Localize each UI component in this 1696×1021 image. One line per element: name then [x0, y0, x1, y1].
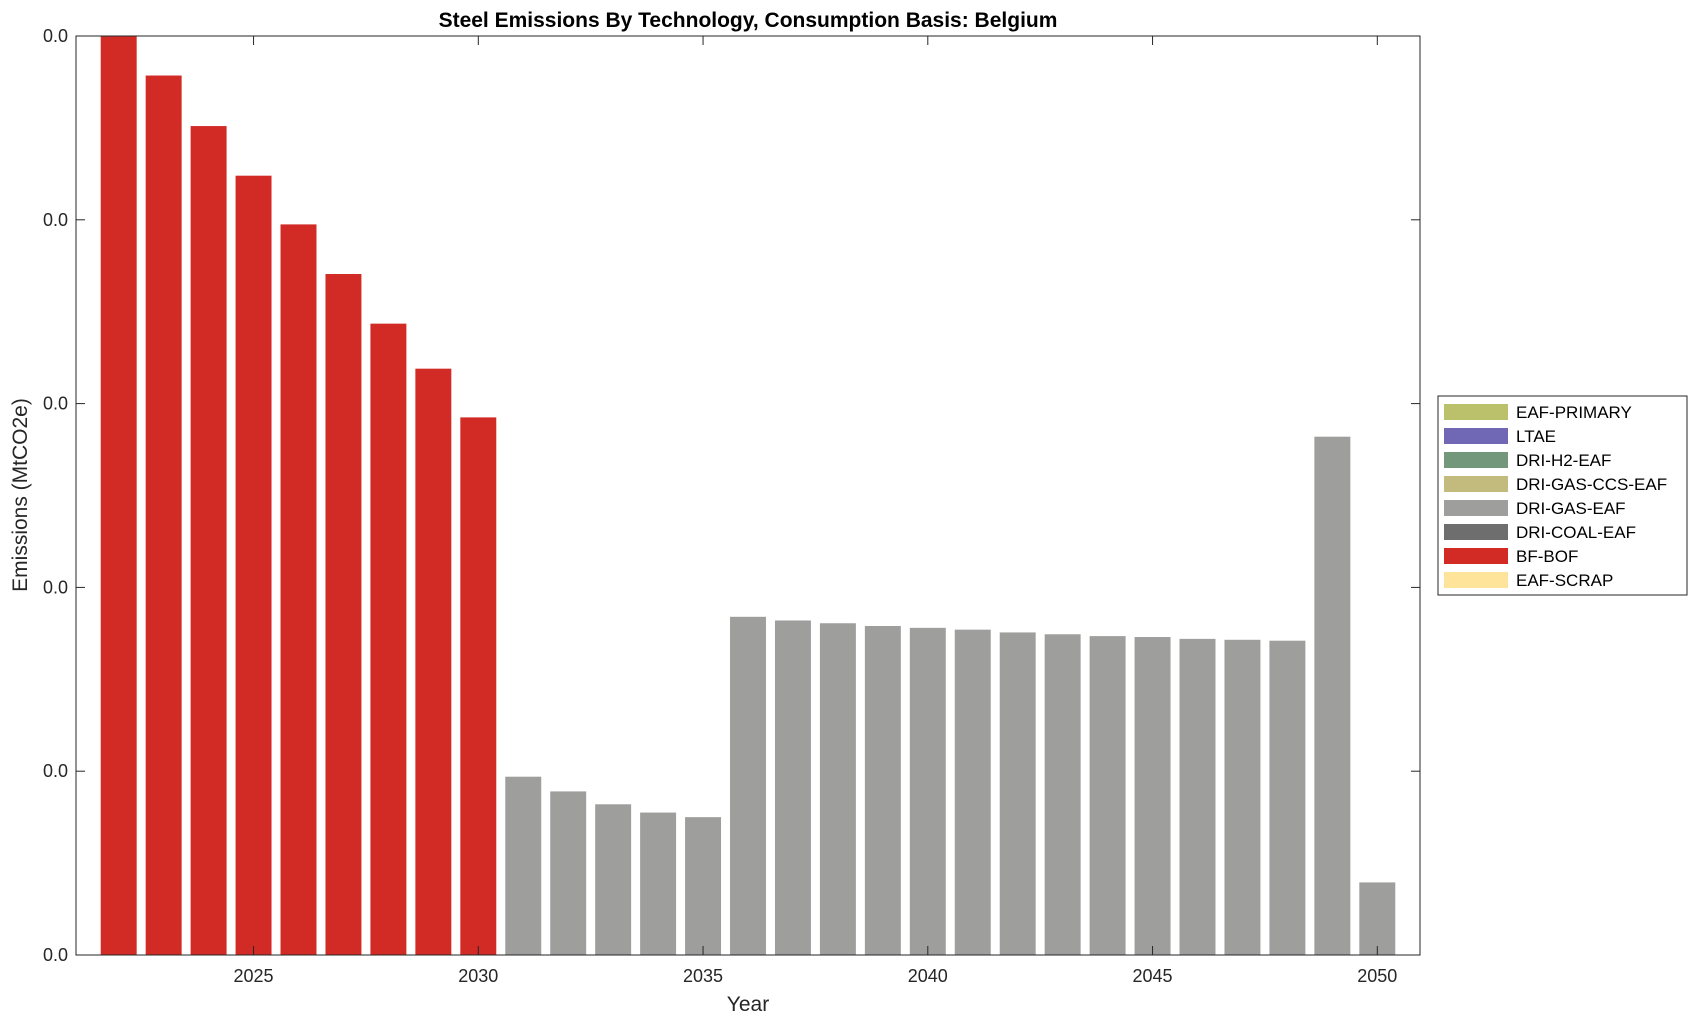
x-tick-label: 2045 — [1133, 966, 1173, 986]
legend-swatch-dri-h2-eaf — [1444, 452, 1508, 468]
legend-label: DRI-GAS-EAF — [1516, 499, 1626, 518]
y-tick-label: 0.0 — [43, 26, 68, 46]
y-tick-label: 0.0 — [43, 394, 68, 414]
bar-bf-bof-2026 — [280, 224, 317, 955]
bar-dri-gas-eaf-2047 — [1224, 639, 1261, 955]
legend-label: DRI-H2-EAF — [1516, 451, 1611, 470]
bar-dri-gas-eaf-2038 — [819, 623, 856, 955]
bar-bf-bof-2028 — [370, 323, 407, 955]
y-tick-label: 0.0 — [43, 761, 68, 781]
bar-dri-gas-eaf-2035 — [685, 817, 722, 955]
y-tick-label: 0.0 — [43, 945, 68, 965]
legend-label: DRI-COAL-EAF — [1516, 523, 1636, 542]
bar-dri-gas-eaf-2050 — [1359, 882, 1396, 955]
bar-dri-gas-eaf-2048 — [1269, 640, 1306, 955]
bar-bf-bof-2027 — [325, 274, 362, 955]
bar-dri-gas-eaf-2034 — [640, 812, 677, 955]
bar-dri-gas-eaf-2046 — [1179, 638, 1216, 955]
bar-dri-gas-eaf-2033 — [595, 804, 632, 955]
legend: EAF-PRIMARY LTAE DRI-H2-EAF DRI-GAS-CCS-EAF… — [1437, 395, 1688, 596]
y-tick-label: 0.0 — [43, 210, 68, 230]
bar-bf-bof-2029 — [415, 368, 452, 955]
axes-frame — [75, 35, 1421, 956]
bar-dri-gas-eaf-2042 — [999, 632, 1036, 955]
bar-dri-gas-eaf-2036 — [730, 616, 766, 955]
x-tick-label: 2035 — [683, 966, 723, 986]
bar-dri-gas-eaf-2049 — [1314, 436, 1351, 955]
x-axis-label: Year — [727, 993, 769, 1016]
bar-bf-bof-2022 — [100, 36, 137, 955]
legend-swatch-dri-coal-eaf — [1444, 524, 1508, 540]
bars-group — [100, 36, 1396, 955]
y-axis-label: Emissions (MtCO2e) — [9, 398, 32, 592]
legend-label: LTAE — [1516, 427, 1556, 446]
x-tick-label: 2050 — [1357, 966, 1397, 986]
legend-swatch-eaf-primary — [1444, 404, 1508, 420]
y-tick-label: 0.0 — [43, 577, 68, 597]
bar-bf-bof-2024 — [190, 126, 227, 955]
bar-dri-gas-eaf-2045 — [1134, 637, 1171, 955]
x-tick-label: 2025 — [234, 966, 274, 986]
x-tick-label: 2030 — [458, 966, 498, 986]
x-tick-label: 2040 — [908, 966, 948, 986]
bar-dri-gas-eaf-2043 — [1044, 634, 1081, 955]
legend-swatch-ltae — [1444, 428, 1508, 444]
legend-label: BF-BOF — [1516, 547, 1578, 566]
legend-swatch-dri-gas-eaf — [1444, 500, 1508, 516]
bar-bf-bof-2023 — [145, 75, 182, 955]
plot-area: 2025 2030 2035 2040 2045 2050 0.0 0.0 0.0 0.0 0.0 0… — [43, 26, 1421, 986]
bar-dri-gas-eaf-2044 — [1089, 636, 1126, 955]
bar-bf-bof-2025 — [235, 175, 272, 955]
bar-dri-gas-eaf-2039 — [864, 626, 901, 955]
ticks-group: 2025 2030 2035 2040 2045 2050 0.0 0.0 0.0 0.0 0.0 0… — [43, 26, 1420, 986]
bar-dri-gas-eaf-2041 — [954, 629, 991, 955]
legend-label: DRI-GAS-CCS-EAF — [1516, 475, 1667, 494]
legend-label: EAF-SCRAP — [1516, 571, 1613, 590]
legend-swatch-bf-bof — [1444, 548, 1508, 564]
bar-dri-gas-eaf-2031 — [505, 776, 542, 955]
bar-bf-bof-2030 — [460, 417, 497, 955]
legend-label: EAF-PRIMARY — [1516, 403, 1632, 422]
bar-dri-gas-eaf-2037 — [774, 620, 811, 955]
bar-dri-gas-eaf-2032 — [550, 791, 587, 955]
chart-title: Steel Emissions By Technology, Consumpti… — [439, 9, 1058, 32]
legend-swatch-eaf-scrap — [1444, 572, 1508, 588]
legend-swatch-dri-gas-ccs-eaf — [1444, 476, 1508, 492]
bar-dri-gas-eaf-2040 — [909, 627, 946, 955]
